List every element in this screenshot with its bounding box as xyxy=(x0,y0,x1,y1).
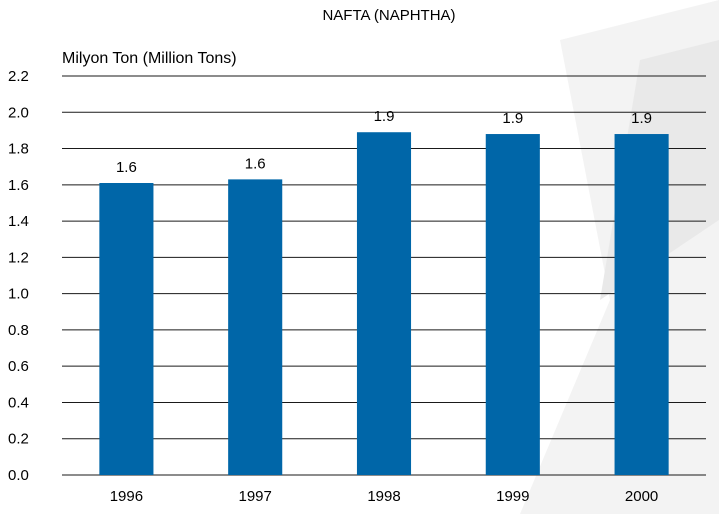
gridlines xyxy=(62,75,706,476)
y-axis-title: Milyon Ton (Million Tons) xyxy=(62,50,237,67)
y-tick-label: 1.2 xyxy=(8,249,29,266)
data-label-1996: 1.6 xyxy=(116,159,137,176)
data-label-1997: 1.6 xyxy=(245,155,266,172)
x-tick-label-1997: 1997 xyxy=(239,488,272,505)
x-axis-ticks: 1996 1997 1998 1999 2000 xyxy=(110,488,659,505)
y-tick-label: 0.2 xyxy=(8,431,29,448)
bar-2000 xyxy=(614,134,669,475)
data-label-2000: 1.9 xyxy=(631,110,652,127)
data-labels: 1.6 1.6 1.9 1.9 1.9 xyxy=(116,108,652,176)
bar-1997 xyxy=(228,179,283,476)
x-tick-label-1998: 1998 xyxy=(367,488,400,505)
bar-1998 xyxy=(356,132,412,476)
chart-title: NAFTA (NAPHTHA) xyxy=(322,7,455,24)
y-tick-label: 2.0 xyxy=(8,104,29,121)
bar-1996 xyxy=(99,183,154,475)
x-tick-label-1999: 1999 xyxy=(496,488,529,505)
y-tick-label: 0.8 xyxy=(8,322,29,339)
y-tick-label: 1.6 xyxy=(8,177,29,194)
y-tick-label: 0.6 xyxy=(8,358,29,375)
bars xyxy=(99,132,669,476)
y-tick-label: 0.4 xyxy=(8,394,29,411)
x-tick-label-2000: 2000 xyxy=(625,488,658,505)
data-label-1999: 1.9 xyxy=(502,110,523,127)
data-label-1998: 1.9 xyxy=(374,108,395,125)
y-tick-label: 0.0 xyxy=(8,467,29,484)
y-tick-label: 1.0 xyxy=(8,286,29,303)
y-axis-ticks: 0.0 0.2 0.4 0.6 0.8 1.0 1.2 1.4 1.6 1.8 2.0 2.2 xyxy=(8,68,29,484)
bar-1999 xyxy=(485,134,540,475)
y-tick-label: 1.8 xyxy=(8,141,29,158)
x-tick-label-1996: 1996 xyxy=(110,488,143,505)
y-tick-label: 1.4 xyxy=(8,213,29,230)
y-tick-label: 2.2 xyxy=(8,68,29,85)
